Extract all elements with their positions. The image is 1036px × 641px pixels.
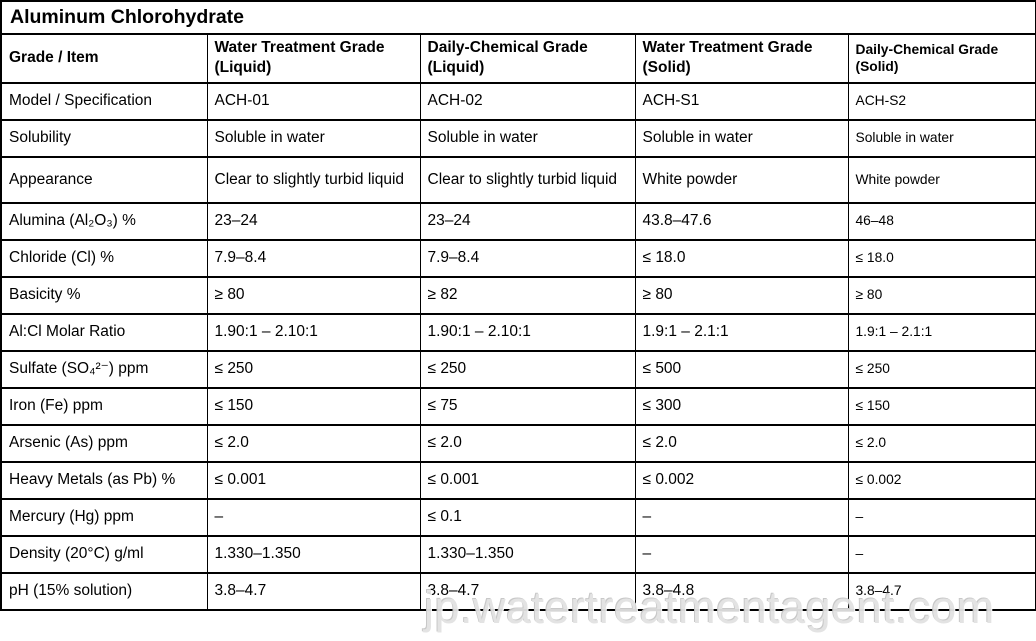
value-cell: Soluble in water [419, 118, 636, 158]
value-cell: 7.9–8.4 [419, 238, 636, 278]
value-cell: 1.9:1 – 2.1:1 [847, 312, 1036, 352]
table-row: Arsenic (As) ppm ≤ 2.0 ≤ 2.0 ≤ 2.0 ≤ 2.0 [0, 423, 1036, 463]
table-row: Chloride (Cl) % 7.9–8.4 7.9–8.4 ≤ 18.0 ≤ 18.… [0, 238, 1036, 278]
table-row: Sulfate (SO₄²⁻) ppm ≤ 250 ≤ 250 ≤ 500 ≤ 250 [0, 349, 1036, 389]
value-cell: ≤ 500 [634, 349, 849, 389]
row-label: pH (15% solution) [0, 571, 208, 611]
value-cell: ≤ 2.0 [634, 423, 849, 463]
value-cell: 23–24 [419, 201, 636, 241]
value-cell: ≤ 250 [419, 349, 636, 389]
table-body: Model / Specification ACH-01 ACH-02 ACH-S1 A… [0, 81, 1036, 611]
value-cell: ≤ 150 [206, 386, 421, 426]
table-row: Solubility Soluble in water Soluble in wat… [0, 118, 1036, 158]
value-cell: ≥ 80 [634, 275, 849, 315]
value-cell: 23–24 [206, 201, 421, 241]
value-cell: 1.90:1 – 2.10:1 [206, 312, 421, 352]
row-label: Chloride (Cl) % [0, 238, 208, 278]
table-row: Density (20°C) g/ml 1.330–1.350 1.330–1.35… [0, 534, 1036, 574]
value-cell: ≤ 250 [206, 349, 421, 389]
row-label: Iron (Fe) ppm [0, 386, 208, 426]
value-cell: ≤ 75 [419, 386, 636, 426]
value-cell: ≤ 18.0 [634, 238, 849, 278]
value-cell: 1.9:1 – 2.1:1 [634, 312, 849, 352]
value-cell: 43.8–47.6 [634, 201, 849, 241]
value-cell: ≤ 2.0 [847, 423, 1036, 463]
column-header-water-treatment-solid: Water Treatment Grade (Solid) [634, 33, 849, 84]
value-cell: 46–48 [847, 201, 1036, 241]
value-cell: White powder [634, 155, 849, 204]
row-label: Model / Specification [0, 81, 208, 121]
value-cell: ≤ 0.1 [419, 497, 636, 537]
row-label: Alumina (Al₂O₃) % [0, 201, 208, 241]
value-cell: 3.8–4.7 [206, 571, 421, 611]
row-label: Mercury (Hg) ppm [0, 497, 208, 537]
value-cell: ≤ 0.001 [206, 460, 421, 500]
value-cell: ≥ 80 [847, 275, 1036, 315]
value-cell: Clear to slightly turbid liquid [419, 155, 636, 204]
value-cell: 3.8–4.8 [634, 571, 849, 611]
value-cell: ≤ 0.002 [847, 460, 1036, 500]
value-cell: ACH-02 [419, 81, 636, 121]
row-label: Appearance [0, 155, 208, 204]
value-cell: 3.8–4.7 [419, 571, 636, 611]
value-cell: ≥ 80 [206, 275, 421, 315]
row-label: Density (20°C) g/ml [0, 534, 208, 574]
table-row: Heavy Metals (as Pb) % ≤ 0.001 ≤ 0.001 ≤ 0.… [0, 460, 1036, 500]
table-row: Alumina (Al₂O₃) % 23–24 23–24 43.8–47.6 46–4… [0, 201, 1036, 241]
value-cell: Clear to slightly turbid liquid [206, 155, 421, 204]
table-header-row: Grade / Item Water Treatment Grade (Liqu… [0, 33, 1036, 84]
column-header-water-treatment-liquid: Water Treatment Grade (Liquid) [206, 33, 421, 84]
value-cell: – [634, 497, 849, 537]
value-cell: – [847, 497, 1036, 537]
value-cell: 1.90:1 – 2.10:1 [419, 312, 636, 352]
value-cell: White powder [847, 155, 1036, 204]
value-cell: 3.8–4.7 [847, 571, 1036, 611]
value-cell: ACH-S1 [634, 81, 849, 121]
row-label: Arsenic (As) ppm [0, 423, 208, 463]
table-row: pH (15% solution) 3.8–4.7 3.8–4.7 3.8–4.8 3.… [0, 571, 1036, 611]
value-cell: Soluble in water [847, 118, 1036, 158]
value-cell: ≤ 250 [847, 349, 1036, 389]
row-label: Solubility [0, 118, 208, 158]
value-cell: ACH-S2 [847, 81, 1036, 121]
value-cell: ≤ 18.0 [847, 238, 1036, 278]
column-header-daily-chemical-liquid: Daily-Chemical Grade (Liquid) [419, 33, 636, 84]
value-cell: – [206, 497, 421, 537]
value-cell: 7.9–8.4 [206, 238, 421, 278]
table-row: Mercury (Hg) ppm – ≤ 0.1– – [0, 497, 1036, 537]
table-row: Al:Cl Molar Ratio 1.90:1 – 2.10:1 1.90:1 –… [0, 312, 1036, 352]
value-cell: ≤ 150 [847, 386, 1036, 426]
column-header-daily-chemical-solid: Daily-Chemical Grade (Solid) [847, 33, 1036, 84]
row-label: Heavy Metals (as Pb) % [0, 460, 208, 500]
row-label: Sulfate (SO₄²⁻) ppm [0, 349, 208, 389]
table-row: Appearance Clear to slightly turbid liqui… [0, 155, 1036, 204]
value-cell: Soluble in water [634, 118, 849, 158]
value-cell: 1.330–1.350 [206, 534, 421, 574]
value-cell: ≤ 300 [634, 386, 849, 426]
row-label: Basicity % [0, 275, 208, 315]
page-title: Aluminum Chlorohydrate [0, 0, 1036, 36]
value-cell: – [634, 534, 849, 574]
table-row: Basicity % ≥ 80 ≥ 82 ≥ 80 ≥ 80 [0, 275, 1036, 315]
value-cell: ≥ 82 [419, 275, 636, 315]
value-cell: Soluble in water [206, 118, 421, 158]
value-cell: ACH-01 [206, 81, 421, 121]
product-spec-table: Aluminum Chlorohydrate Grade / Item Wate… [0, 0, 1036, 611]
value-cell: ≤ 2.0 [419, 423, 636, 463]
table-row: Iron (Fe) ppm ≤ 150 ≤ 75 ≤ 300 ≤ 150 [0, 386, 1036, 426]
value-cell: ≤ 2.0 [206, 423, 421, 463]
value-cell: ≤ 0.002 [634, 460, 849, 500]
value-cell: – [847, 534, 1036, 574]
column-header-grade-item: Grade / Item [0, 33, 208, 84]
value-cell: 1.330–1.350 [419, 534, 636, 574]
table-title-row: Aluminum Chlorohydrate [0, 0, 1036, 36]
table-row: Model / Specification ACH-01 ACH-02 ACH-S1 A… [0, 81, 1036, 121]
value-cell: ≤ 0.001 [419, 460, 636, 500]
row-label: Al:Cl Molar Ratio [0, 312, 208, 352]
